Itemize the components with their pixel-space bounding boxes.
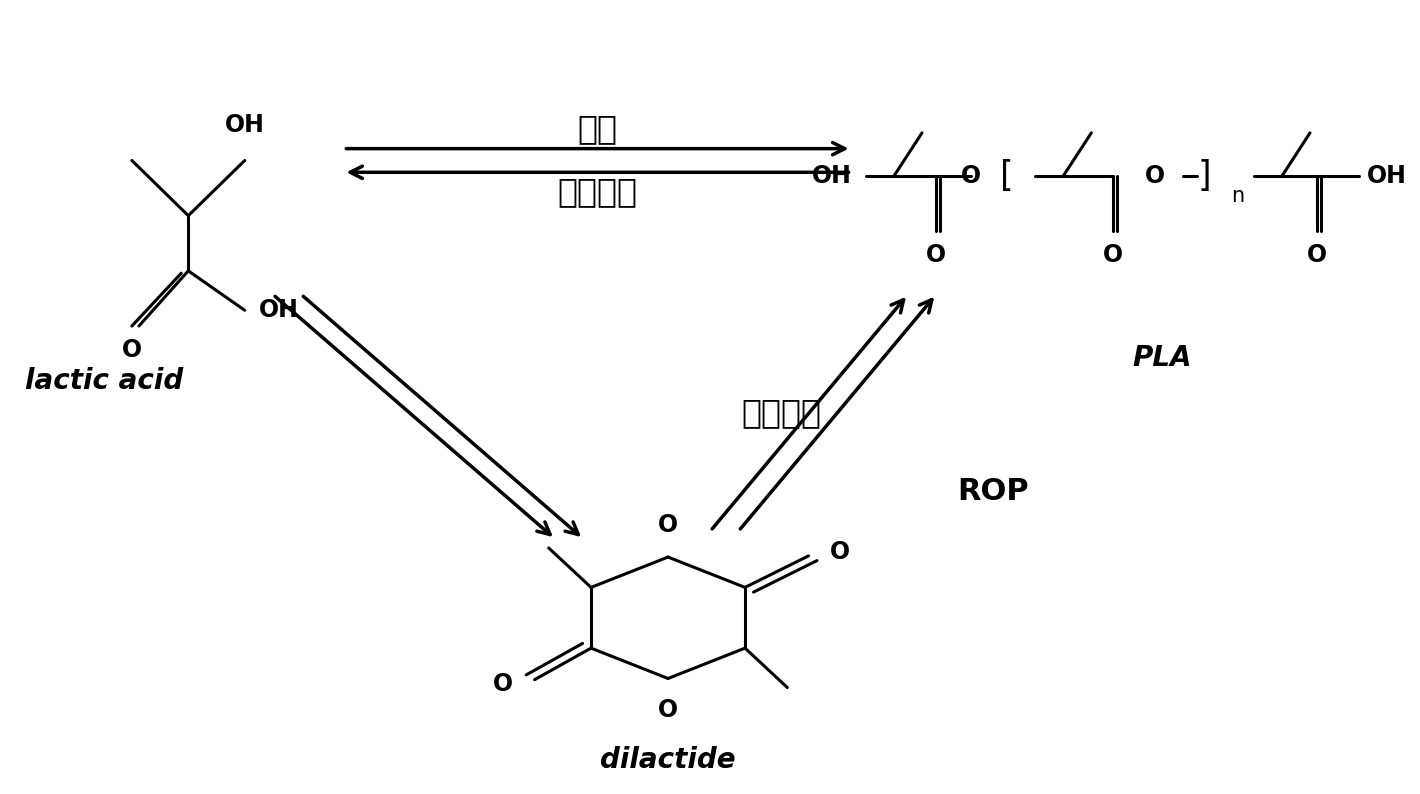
Text: O: O [1145,164,1164,188]
Text: O: O [1306,243,1328,267]
Text: O: O [829,540,849,564]
Text: n: n [1231,186,1244,206]
Text: O: O [961,164,981,188]
Text: ]: ] [1197,160,1211,193]
Text: OH: OH [1366,164,1406,188]
Text: dilactide: dilactide [601,746,736,773]
Text: [: [ [1000,160,1014,193]
Text: OH: OH [258,299,298,322]
Text: 加热: 加热 [578,113,618,145]
Text: OH: OH [812,164,852,188]
Text: O: O [657,698,679,723]
Text: O: O [926,243,946,267]
Text: lactic acid: lactic acid [24,368,183,395]
Text: OH: OH [224,113,264,137]
Text: O: O [122,337,142,362]
Text: 减压聚合: 减压聚合 [558,175,638,209]
Text: O: O [657,514,679,538]
Text: O: O [1102,243,1123,267]
Text: O: O [493,672,514,696]
Text: 开环聚合: 开环聚合 [741,396,821,430]
Text: PLA: PLA [1132,344,1191,372]
Text: ROP: ROP [957,477,1028,506]
